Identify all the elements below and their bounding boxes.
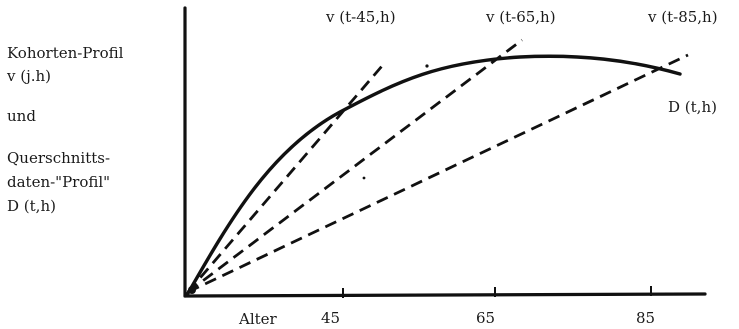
x-axis-label: Alter bbox=[238, 310, 278, 328]
x-tick-label-85: 85 bbox=[636, 309, 655, 327]
top-label-v45: v (t-45,h) bbox=[325, 8, 396, 26]
origin-mark bbox=[188, 286, 196, 294]
x-tick-label-45: 45 bbox=[321, 309, 340, 327]
curve-label-d: D (t,h) bbox=[668, 98, 717, 116]
dashed-ray-v45 bbox=[186, 65, 384, 293]
curve-mark-dot bbox=[425, 64, 429, 68]
cross-section-curve bbox=[185, 54, 682, 297]
left-label-line6: D (t,h) bbox=[7, 197, 56, 215]
top-label-v85: v (t-85,h) bbox=[647, 8, 718, 26]
left-label-line4: Querschnitts- bbox=[7, 149, 110, 167]
left-label-line2: v (j.h) bbox=[6, 67, 51, 85]
dashed-ray-v85 bbox=[187, 53, 689, 294]
left-label-line5: daten-"Profil" bbox=[7, 173, 110, 191]
left-label-line1: Kohorten-Profil bbox=[7, 44, 124, 62]
x-axis bbox=[183, 292, 707, 298]
stray-mark-dot bbox=[362, 176, 366, 180]
dashed-ray-v65 bbox=[187, 38, 523, 294]
top-label-v65: v (t-65,h) bbox=[485, 8, 556, 26]
x-tick-label-65: 65 bbox=[476, 309, 495, 327]
left-label-line3: und bbox=[7, 107, 36, 125]
